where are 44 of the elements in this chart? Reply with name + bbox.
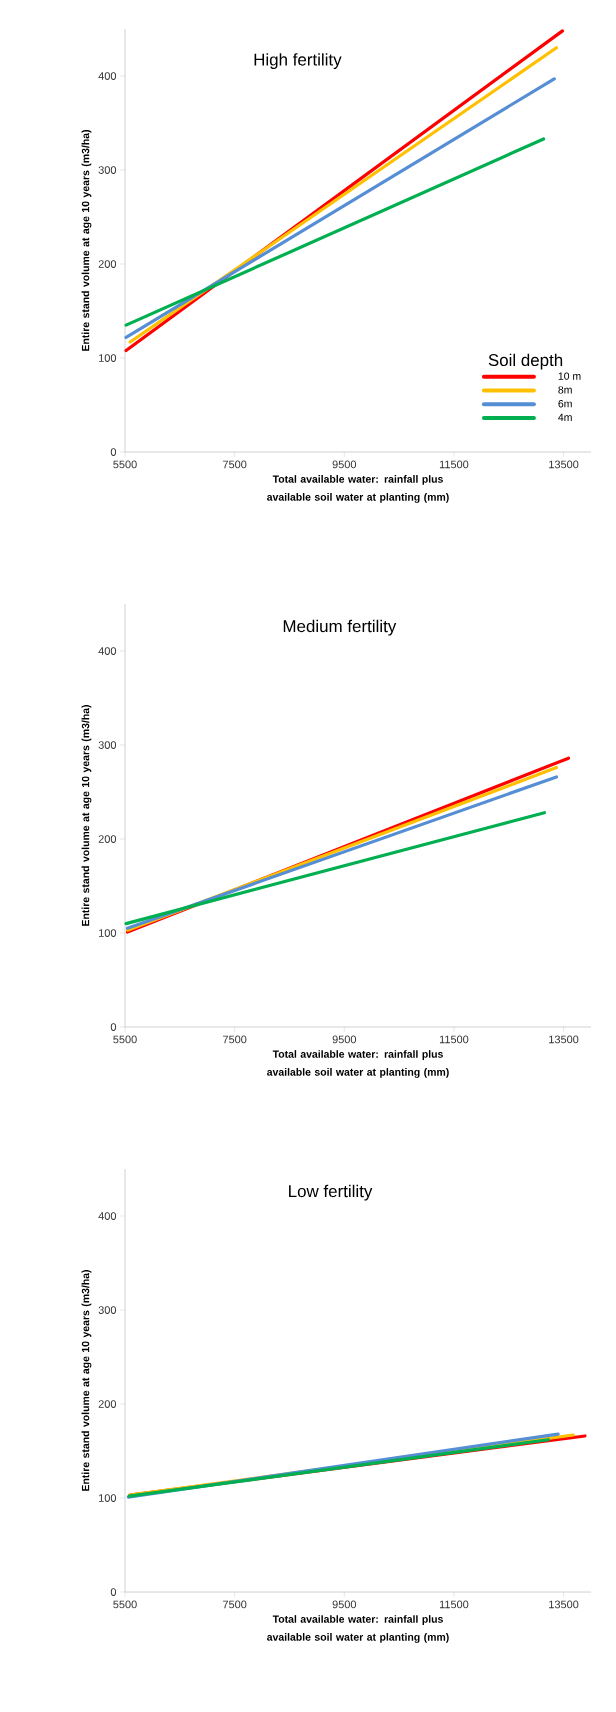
y-tick-label: 200 [98,835,117,843]
x-axis-title: Total available water: rainfall plus available soil water at planting (mm) [267,1615,449,1643]
x-tick-label: 5500 [113,460,137,469]
x-tick-label: 5500 [113,1035,137,1044]
y-axis-title: Entire stand volume at age 10 years (m3/ha) [81,705,92,926]
y-tick-label: 300 [98,741,117,749]
x-tick-label: 7500 [223,1035,247,1044]
y-tick-label: 0 [110,1023,117,1031]
x-tick-label: 9500 [332,460,357,469]
x-tick-label: 13500 [549,1035,579,1044]
legend-title: Soil depth [488,353,563,370]
y-tick-label: 400 [98,647,117,655]
y-tick-label: 200 [98,260,117,268]
x-tick-label: 11500 [439,1600,469,1609]
x-tick-label: 11500 [439,1035,469,1044]
x-tick-label: 5500 [113,1600,137,1609]
y-tick-label: 0 [110,1588,117,1596]
x-tick-label: 13500 [549,460,579,469]
y-tick-label: 200 [98,1400,117,1408]
y-tick-label: 400 [98,1212,117,1220]
y-tick-label: 100 [99,1494,117,1502]
legend-label: 4m [558,413,572,421]
x-tick-label: 13500 [549,1600,579,1609]
x-tick-label: 7500 [223,1600,247,1609]
y-tick-label: 100 [99,354,117,362]
x-tick-label: 7500 [223,460,247,469]
legend-label: 10 m [558,372,581,380]
legend-label: 6m [558,399,572,408]
text: Medium fertility [283,619,397,636]
text: High fertility [254,53,342,69]
y-tick-label: 0 [110,448,117,456]
y-tick-label: 300 [98,166,117,174]
x-tick-label: 9500 [332,1600,357,1609]
y-tick-label: 100 [99,929,117,937]
x-tick-label: 11500 [439,460,469,469]
legend-label: 8m [558,386,572,394]
y-axis-title: Entire stand volume at age 10 years (m3/ha) [81,130,92,351]
y-axis-title: Entire stand volume at age 10 years (m3/ha) [81,1270,92,1491]
x-tick-label: 9500 [332,1035,357,1044]
x-axis-title: Total available water: rainfall plus available soil water at planting (mm) [267,1050,449,1078]
y-tick-label: 300 [98,1306,117,1314]
y-tick-label: 400 [98,72,117,80]
x-axis-title: Total available water: rainfall plus available soil water at planting (mm) [267,475,449,503]
text: Low fertility [289,1184,373,1201]
